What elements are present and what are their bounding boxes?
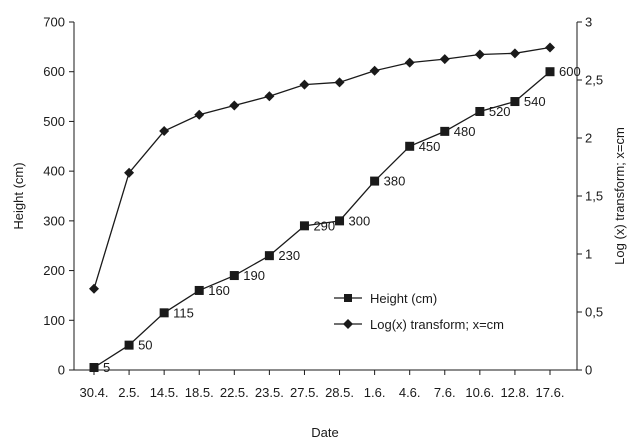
y2-tick-label: 1 xyxy=(585,247,592,262)
x-tick-label: 10.6. xyxy=(465,385,494,400)
y-tick-label: 500 xyxy=(43,114,65,129)
diamond-marker xyxy=(229,100,240,111)
square-marker xyxy=(405,141,415,151)
data-label: 160 xyxy=(208,283,230,298)
legend-item-height: Height (cm) xyxy=(334,291,437,306)
square-marker xyxy=(159,308,169,318)
diamond-marker xyxy=(474,49,485,60)
square-marker xyxy=(194,285,204,295)
square-marker xyxy=(229,271,239,281)
series-markers xyxy=(89,42,555,373)
legend-marker-diamond xyxy=(343,319,353,329)
left-axis-ticks: 0 100 200 300 400 500 600 700 xyxy=(43,15,74,378)
square-marker xyxy=(299,221,309,231)
x-tick-label: 2.5. xyxy=(118,385,140,400)
diamond-marker xyxy=(264,91,275,102)
x-tick-label: 22.5. xyxy=(220,385,249,400)
square-marker xyxy=(510,97,520,107)
y2-tick-label: 0 xyxy=(585,363,592,378)
square-marker xyxy=(475,106,485,116)
x-tick-label: 18.5. xyxy=(185,385,214,400)
x-tick-label: 12.8. xyxy=(500,385,529,400)
square-marker xyxy=(370,176,380,186)
y-tick-label: 100 xyxy=(43,313,65,328)
y-tick-label: 300 xyxy=(43,213,65,228)
x-tick-label: 1.6. xyxy=(364,385,386,400)
y-tick-label: 400 xyxy=(43,164,65,179)
y2-tick-label: 2 xyxy=(585,131,592,146)
data-label: 5 xyxy=(103,360,110,375)
x-tick-label: 14.5. xyxy=(150,385,179,400)
diamond-marker xyxy=(404,57,415,68)
x-tick-label: 27.5. xyxy=(290,385,319,400)
x-axis-title: Date xyxy=(311,425,338,440)
data-label: 190 xyxy=(243,268,265,283)
legend-item-log: Log(x) transform; x=cm xyxy=(334,317,504,332)
square-marker xyxy=(264,251,274,261)
x-tick-label: 4.6. xyxy=(399,385,421,400)
diamond-marker xyxy=(439,54,450,65)
diamond-marker xyxy=(299,79,310,90)
y-tick-label: 0 xyxy=(58,363,65,378)
diamond-marker xyxy=(89,283,99,294)
y2-axis-title: Log (x) transform; x=cm xyxy=(612,127,627,265)
diamond-marker xyxy=(369,65,380,76)
square-marker xyxy=(124,340,134,350)
square-marker xyxy=(89,363,99,373)
diamond-marker xyxy=(159,126,170,137)
legend-marker-square xyxy=(344,294,352,302)
diamond-marker xyxy=(545,42,555,53)
square-marker xyxy=(545,67,555,77)
data-label: 450 xyxy=(419,139,441,154)
y-tick-label: 700 xyxy=(43,15,65,30)
data-label: 300 xyxy=(349,213,371,228)
data-label: 540 xyxy=(524,94,546,109)
legend: Height (cm) Log(x) transform; x=cm xyxy=(334,291,504,332)
x-tick-label: 30.4. xyxy=(80,385,109,400)
data-label: 230 xyxy=(278,248,300,263)
y-tick-label: 600 xyxy=(43,64,65,79)
y2-tick-label: 0,5 xyxy=(585,305,603,320)
legend-label-log: Log(x) transform; x=cm xyxy=(370,317,504,332)
data-label: 50 xyxy=(138,338,152,353)
y2-tick-label: 1,5 xyxy=(585,189,603,204)
series-line-0 xyxy=(93,71,551,369)
data-label: 290 xyxy=(313,218,335,233)
legend-label-height: Height (cm) xyxy=(370,291,437,306)
x-axis-ticks: 30.4. 2.5. 14.5. 18.5. 22.5. 23.5. 27.5. 28.5. 1… xyxy=(80,370,565,400)
data-label: 520 xyxy=(489,104,511,119)
right-axis-ticks: 0 0,5 1 1,5 2 2,5 3 xyxy=(577,15,603,378)
data-label: 480 xyxy=(454,124,476,139)
x-tick-label: 17.6. xyxy=(536,385,565,400)
x-tick-label: 28.5. xyxy=(325,385,354,400)
diamond-marker xyxy=(194,109,205,120)
square-marker xyxy=(335,216,345,226)
data-labels: 5 50 115 160 190 230 290 300 380 450 480 520 540 600 xyxy=(103,64,581,375)
x-tick-label: 23.5. xyxy=(255,385,284,400)
data-label: 380 xyxy=(384,174,406,189)
square-marker xyxy=(440,126,450,136)
diamond-marker xyxy=(334,77,345,88)
y2-tick-label: 3 xyxy=(585,15,592,30)
data-label: 600 xyxy=(559,64,581,79)
y2-tick-label: 2,5 xyxy=(585,73,603,88)
y-axis-title: Height (cm) xyxy=(11,162,26,229)
series-line-1 xyxy=(93,46,551,289)
diamond-marker xyxy=(509,48,520,59)
y-tick-label: 200 xyxy=(43,263,65,278)
x-tick-label: 7.6. xyxy=(434,385,456,400)
diamond-marker xyxy=(124,167,135,178)
series-lines xyxy=(93,46,551,369)
data-label: 115 xyxy=(173,305,194,320)
